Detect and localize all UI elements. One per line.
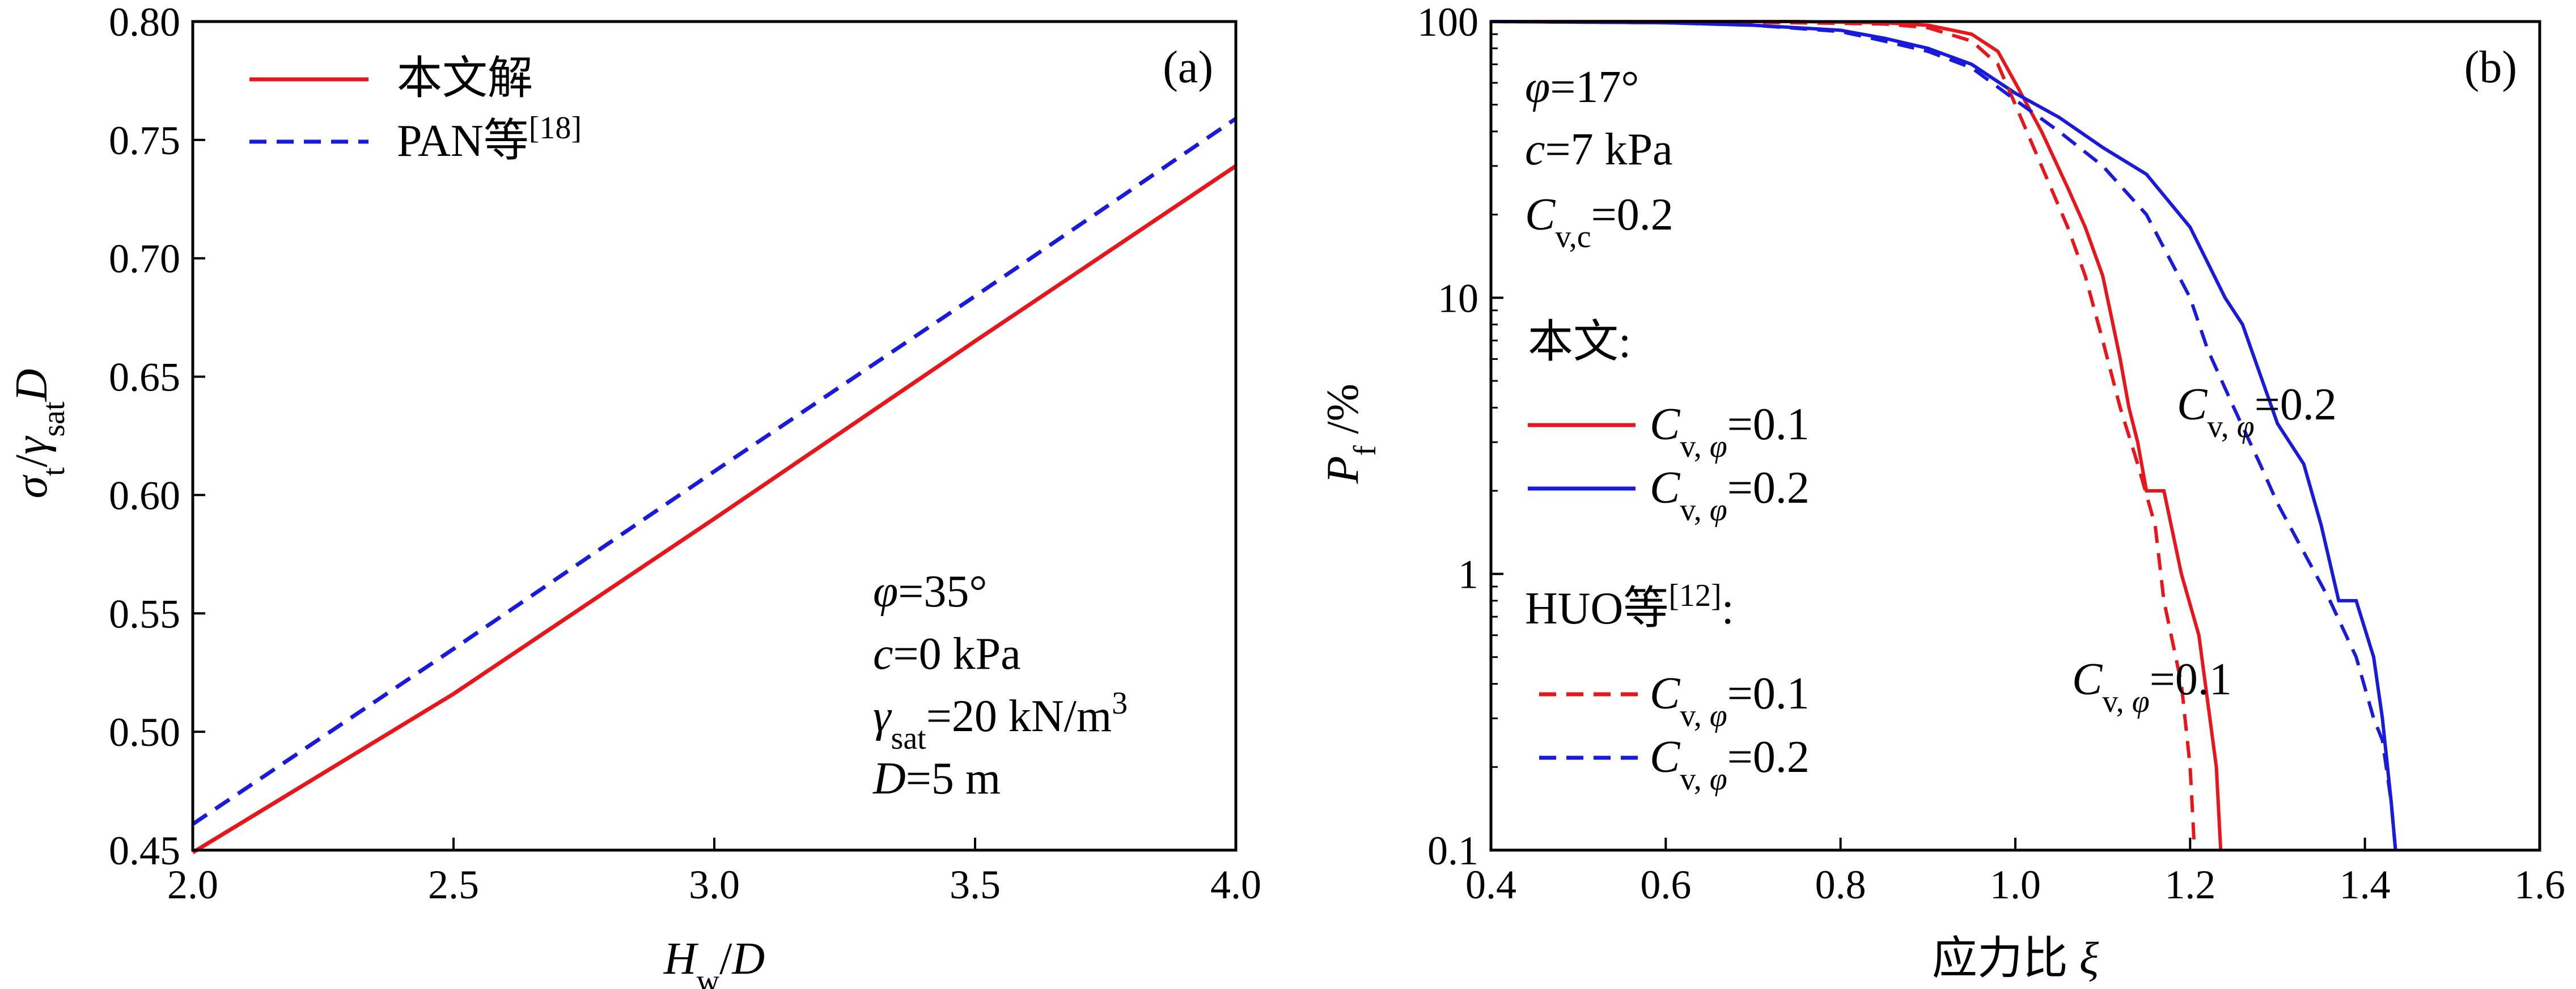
chart-b-annotations: φ=17° c=7 kPa Cv,c=0.2 Cv, φ=0.2 Cv, φ=0… xyxy=(1525,62,2337,719)
chart-a-y-tick-label: 0.65 xyxy=(109,355,180,400)
chart-b-y-tick-label: 10 xyxy=(1438,275,1478,321)
legend-label-pan: PAN等[18] xyxy=(397,111,582,166)
chart-b-series-line-0 xyxy=(1491,20,2223,851)
chart-a-x-tick-label: 3.5 xyxy=(950,862,1001,907)
chart-b-x-tick-label: 1.2 xyxy=(2164,862,2215,907)
chart-a-y-tick-label: 0.50 xyxy=(109,710,180,755)
chart-b-x-tick-label: 1.0 xyxy=(1990,862,2041,907)
chart-a-ylabel: σt/γsatD xyxy=(7,369,71,499)
chart-a-x-tick-label: 4.0 xyxy=(1210,862,1261,907)
legend-group-title-huo: HUO等[12]: xyxy=(1525,578,1734,634)
chart-a-x-tick-label: 2.5 xyxy=(428,862,479,907)
legend-label-huo-01: Cv, φ=0.1 xyxy=(1650,669,1810,733)
chart-a-panel-label: (a) xyxy=(1163,43,1213,92)
chart-b-series-line-2 xyxy=(1491,20,2197,851)
annotation-d: D=5 m xyxy=(872,754,1001,804)
chart-a-x-tick-label: 3.0 xyxy=(689,862,740,907)
chart-b-y-tick-label: 0.1 xyxy=(1427,828,1478,873)
chart-a-y-tick-label: 0.70 xyxy=(109,236,180,282)
chart-a-x-tick-label: 2.0 xyxy=(167,862,218,907)
chart-b-xlabel: 应力比 ξ xyxy=(1932,934,2099,984)
chart-b-y-tick-label: 100 xyxy=(1417,0,1478,45)
chart-b-lines xyxy=(1490,20,2397,851)
chart-b-y-tick-label: 1 xyxy=(1458,552,1478,597)
annotation-b-phi: φ=17° xyxy=(1525,62,1639,112)
chart-a-y-tick-label: 0.45 xyxy=(109,828,180,873)
annotation-b-c: c=7 kPa xyxy=(1525,125,1673,175)
chart-b-panel-label: (b) xyxy=(2464,43,2517,92)
chart-a-lines xyxy=(192,117,1237,855)
annotation-phi: φ=35° xyxy=(873,567,987,617)
chart-a-y-tick-label: 0.55 xyxy=(109,591,180,636)
chart-b-x-tick-label: 1.4 xyxy=(2340,862,2391,907)
chart-b-series-line-1 xyxy=(1490,20,2397,851)
chart-b-x-tick-label: 0.4 xyxy=(1465,862,1516,907)
annotation-b-curve-01: Cv, φ=0.1 xyxy=(2072,655,2232,719)
chart-a-y-tick-label: 0.75 xyxy=(109,118,180,163)
chart-b-ticks: 0.4 0.6 0.8 1.0 1.2 1.4 1.6 0.1 1 10 100 xyxy=(1417,0,2565,907)
chart-a-legend: 本文解 PAN等[18] xyxy=(249,54,582,166)
legend-label-huo-02: Cv, φ=0.2 xyxy=(1650,732,1810,797)
chart-a-annotations: φ=35° c=0 kPa γsat=20 kN/m3 D=5 m xyxy=(872,567,1128,804)
chart-a: 2.0 2.5 3.0 3.5 4.0 0.45 0.50 0.55 0.60 0.65 0.70 0… xyxy=(7,0,1261,989)
chart-b-legend: 本文: Cv, φ=0.1 Cv, φ=0.2 HUO等[12]: Cv, φ=… xyxy=(1525,317,1810,797)
chart-b-ylabel: Pf /% xyxy=(1318,384,1383,484)
chart-a-y-tick-label: 0.60 xyxy=(109,473,180,518)
chart-b-x-tick-label: 0.6 xyxy=(1640,862,1691,907)
annotation-gamma: γsat=20 kN/m3 xyxy=(873,686,1128,756)
legend-label-this-02: Cv, φ=0.2 xyxy=(1650,463,1810,528)
chart-b-series-line-3 xyxy=(1490,20,2397,851)
legend-label-solution: 本文解 xyxy=(397,54,533,104)
chart-b: 0.4 0.6 0.8 1.0 1.2 1.4 1.6 0.1 1 10 100 (b) Pf /%… xyxy=(1318,0,2565,984)
chart-b-x-tick-label: 0.8 xyxy=(1815,862,1866,907)
legend-label-this-01: Cv, φ=0.1 xyxy=(1650,400,1810,464)
annotation-b-cvc: Cv,c=0.2 xyxy=(1525,190,1673,254)
chart-b-x-tick-label: 1.6 xyxy=(2514,862,2565,907)
chart-a-y-tick-label: 0.80 xyxy=(109,0,180,45)
chart-a-xlabel: Hw/D xyxy=(663,934,765,989)
legend-group-title-this: 本文: xyxy=(1528,317,1631,367)
annotation-b-curve-02: Cv, φ=0.2 xyxy=(2177,380,2337,444)
chart-a-series-line-1 xyxy=(192,117,1237,826)
chart-a-ticks: 2.0 2.5 3.0 3.5 4.0 0.45 0.50 0.55 0.60 0.65 0.70 0… xyxy=(109,0,1261,907)
annotation-c: c=0 kPa xyxy=(873,629,1021,679)
chart-a-series-line-0 xyxy=(192,164,1237,855)
